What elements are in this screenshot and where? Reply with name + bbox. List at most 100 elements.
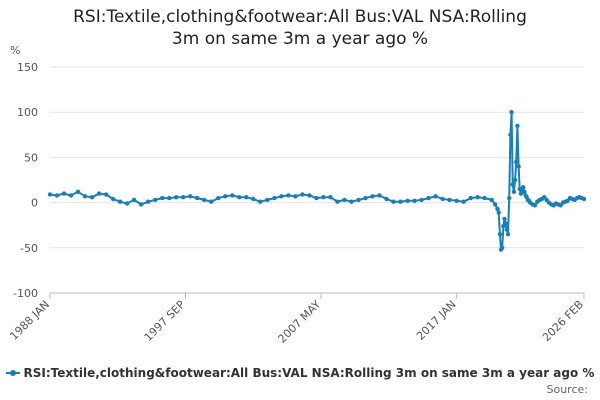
data-point[interactable]: [504, 227, 510, 232]
data-point[interactable]: [363, 195, 368, 201]
data-point[interactable]: [68, 193, 74, 198]
data-point[interactable]: [160, 195, 165, 201]
data-point[interactable]: [286, 193, 291, 198]
data-point[interactable]: [493, 202, 498, 207]
data-point[interactable]: [502, 216, 507, 222]
data-point[interactable]: [356, 197, 361, 203]
data-point[interactable]: [279, 194, 284, 199]
data-point[interactable]: [244, 195, 249, 200]
data-point[interactable]: [328, 195, 333, 200]
data-point[interactable]: [117, 199, 123, 204]
data-point[interactable]: [496, 210, 501, 215]
data-point[interactable]: [188, 194, 193, 199]
data-point[interactable]: [47, 192, 53, 197]
data-point[interactable]: [230, 193, 235, 198]
data-point[interactable]: [110, 196, 116, 202]
data-point[interactable]: [447, 197, 452, 203]
data-point[interactable]: [514, 159, 519, 165]
data-point[interactable]: [509, 110, 514, 115]
data-point[interactable]: [510, 182, 515, 187]
data-point[interactable]: [505, 232, 511, 237]
data-point[interactable]: [307, 193, 312, 198]
data-point[interactable]: [482, 195, 487, 201]
data-point[interactable]: [195, 195, 200, 201]
data-point[interactable]: [440, 196, 445, 202]
data-point[interactable]: [581, 196, 587, 202]
data-point[interactable]: [89, 195, 95, 200]
series-line: [49, 111, 585, 251]
data-point[interactable]: [265, 197, 270, 203]
data-point[interactable]: [419, 197, 424, 203]
data-point[interactable]: [61, 191, 67, 196]
data-point[interactable]: [314, 195, 319, 201]
data-point[interactable]: [223, 194, 228, 199]
data-point[interactable]: [202, 197, 207, 203]
data-point[interactable]: [426, 195, 431, 201]
data-point[interactable]: [258, 199, 263, 204]
data-point[interactable]: [515, 123, 520, 128]
y-axis-unit-label: %: [10, 44, 21, 57]
data-point[interactable]: [454, 198, 459, 203]
y-tick-label: 150: [17, 61, 38, 74]
data-point[interactable]: [237, 195, 242, 200]
data-point[interactable]: [146, 199, 151, 204]
data-point[interactable]: [489, 197, 494, 203]
data-point[interactable]: [532, 203, 538, 208]
data-point[interactable]: [503, 221, 508, 226]
y-tick-label: 50: [24, 151, 38, 164]
data-point[interactable]: [342, 197, 347, 203]
data-point[interactable]: [405, 198, 410, 203]
data-point[interactable]: [103, 192, 109, 197]
data-point[interactable]: [518, 191, 524, 196]
data-point[interactable]: [349, 199, 354, 204]
data-point[interactable]: [497, 232, 503, 237]
data-point[interactable]: [475, 195, 480, 200]
y-tick-label: 0: [31, 197, 38, 210]
data-point[interactable]: [321, 195, 326, 200]
data-point[interactable]: [75, 189, 81, 194]
x-tick-label: 2026 FEB: [540, 298, 586, 344]
data-point[interactable]: [209, 199, 214, 204]
data-point[interactable]: [370, 194, 375, 199]
data-point[interactable]: [507, 195, 512, 201]
data-point[interactable]: [82, 194, 88, 199]
data-point[interactable]: [412, 198, 417, 203]
data-point[interactable]: [384, 196, 389, 202]
data-point[interactable]: [516, 164, 521, 169]
data-point[interactable]: [96, 191, 102, 196]
data-point[interactable]: [508, 132, 513, 137]
data-point[interactable]: [461, 199, 466, 204]
data-point[interactable]: [251, 196, 256, 202]
data-point[interactable]: [522, 189, 527, 194]
data-point[interactable]: [511, 189, 517, 194]
y-tick-label: 100: [17, 106, 38, 119]
data-point[interactable]: [153, 197, 158, 203]
data-point[interactable]: [512, 177, 518, 183]
data-point[interactable]: [124, 201, 130, 206]
data-point[interactable]: [433, 194, 438, 199]
data-point[interactable]: [138, 202, 144, 207]
data-point[interactable]: [293, 194, 298, 199]
data-point[interactable]: [181, 195, 186, 200]
data-point[interactable]: [216, 195, 221, 201]
data-point[interactable]: [391, 199, 396, 204]
legend[interactable]: RSI:Textile,clothing&footwear:All Bus:VA…: [0, 366, 600, 380]
data-point[interactable]: [495, 206, 500, 212]
data-point[interactable]: [521, 185, 526, 190]
data-point[interactable]: [174, 195, 179, 200]
data-point[interactable]: [377, 193, 382, 198]
data-point[interactable]: [167, 195, 172, 201]
data-point[interactable]: [500, 245, 505, 250]
y-tick-label: -50: [20, 242, 38, 255]
data-point[interactable]: [272, 195, 277, 201]
data-point[interactable]: [335, 199, 340, 204]
data-point[interactable]: [468, 195, 473, 201]
data-point[interactable]: [131, 197, 137, 203]
x-tick-label: 2017 JAN: [414, 298, 459, 343]
data-point[interactable]: [54, 193, 60, 198]
data-point[interactable]: [398, 199, 403, 204]
chart-title: RSI:Textile,clothing&footwear:All Bus:VA…: [73, 7, 527, 49]
x-tick-label: 1997 SEP: [142, 298, 188, 344]
data-point[interactable]: [300, 192, 305, 197]
